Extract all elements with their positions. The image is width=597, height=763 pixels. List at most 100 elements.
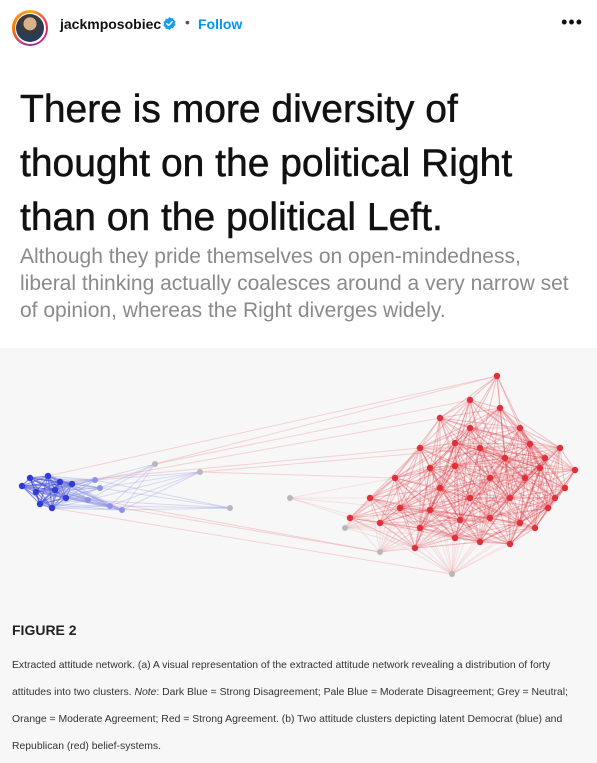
network-edge: [154, 375, 498, 465]
network-edge: [344, 527, 416, 549]
network-edge: [439, 487, 511, 545]
network-edge: [439, 407, 501, 419]
network-edge: [451, 507, 549, 575]
network-node: [516, 424, 524, 432]
network-edge: [524, 477, 566, 489]
network-edge: [504, 447, 561, 459]
network-edge: [499, 407, 561, 449]
network-edge: [519, 477, 526, 524]
network-node: [516, 519, 524, 527]
network-edge: [35, 491, 53, 509]
network-edge: [454, 427, 521, 467]
network-edge: [489, 457, 546, 479]
network-node: [496, 404, 504, 412]
network-edge: [509, 467, 541, 545]
network-edge: [369, 497, 401, 509]
network-edge: [489, 469, 576, 479]
network-edge: [559, 447, 576, 471]
network-edge: [419, 399, 471, 449]
network-edge: [429, 442, 456, 511]
network-edge: [479, 497, 556, 543]
network-edge: [71, 483, 101, 489]
network-node: [531, 524, 539, 532]
network-node: [119, 507, 125, 513]
network-edge: [344, 497, 371, 529]
network-edge: [87, 471, 201, 501]
network-edge: [429, 509, 491, 519]
network-edge: [419, 509, 431, 529]
network-edge: [496, 375, 531, 445]
network-edge: [489, 447, 561, 479]
network-edge: [394, 477, 421, 529]
network-edge: [394, 427, 471, 479]
network-edge: [21, 485, 381, 553]
network-edge: [454, 442, 491, 479]
network-edge: [504, 457, 556, 499]
network-edge: [87, 499, 231, 509]
network-edge: [439, 457, 506, 489]
network-node: [48, 504, 56, 512]
network-edge: [369, 477, 396, 499]
network-edge: [109, 505, 381, 553]
network-edge: [429, 467, 511, 499]
network-edge: [394, 447, 481, 479]
network-edge: [429, 417, 441, 511]
network-edge: [529, 443, 556, 499]
avatar-ring: [14, 12, 46, 44]
network-edge: [469, 427, 526, 479]
network-edge: [544, 457, 566, 489]
network-edge: [454, 442, 471, 499]
network-edge: [369, 497, 421, 529]
network-edge: [419, 465, 456, 529]
network-edge: [439, 427, 471, 489]
network-edge: [51, 479, 96, 509]
network-node: [466, 396, 474, 404]
network-edge: [379, 447, 421, 553]
network-edge: [489, 517, 536, 529]
network-edge: [454, 465, 461, 521]
network-edge: [399, 507, 416, 549]
network-edge: [29, 477, 111, 507]
network-edge: [479, 522, 521, 543]
network-edge: [454, 465, 521, 524]
network-edge: [419, 527, 481, 543]
network-edge: [454, 399, 471, 444]
attitude-network-figure: [0, 348, 597, 610]
network-edge: [429, 447, 481, 511]
network-edge: [39, 479, 96, 505]
network-edge: [544, 457, 576, 471]
network-edge: [454, 517, 491, 539]
network-edge: [469, 457, 546, 499]
network-edge: [479, 541, 511, 545]
network-edge: [419, 447, 431, 469]
network-edge: [509, 467, 541, 499]
network-edge: [419, 447, 471, 499]
network-node: [506, 540, 514, 548]
network-edge: [419, 497, 511, 529]
network-edge: [499, 407, 511, 499]
network-edge: [469, 375, 498, 429]
figure-caption-area: [0, 610, 597, 763]
more-options-icon[interactable]: •••: [561, 12, 583, 32]
network-edge: [519, 487, 566, 524]
network-edge: [489, 517, 521, 524]
network-edge: [469, 427, 521, 499]
network-edge: [394, 477, 416, 549]
network-edge: [509, 497, 549, 509]
network-edge: [369, 467, 431, 499]
network-edge: [454, 427, 471, 467]
network-edge: [369, 447, 421, 499]
network-edge: [451, 522, 521, 575]
network-node: [506, 494, 514, 502]
network-edge: [419, 497, 471, 529]
network-edge: [414, 547, 453, 575]
network-node: [18, 482, 26, 490]
network-edge: [564, 469, 576, 489]
avatar[interactable]: [12, 10, 48, 46]
network-edge: [344, 447, 421, 529]
network-edge: [504, 457, 511, 499]
network-edge: [519, 497, 556, 524]
username-link[interactable]: jackmposobiec: [60, 16, 162, 32]
network-edge: [59, 447, 421, 483]
follow-button[interactable]: Follow: [198, 16, 243, 32]
